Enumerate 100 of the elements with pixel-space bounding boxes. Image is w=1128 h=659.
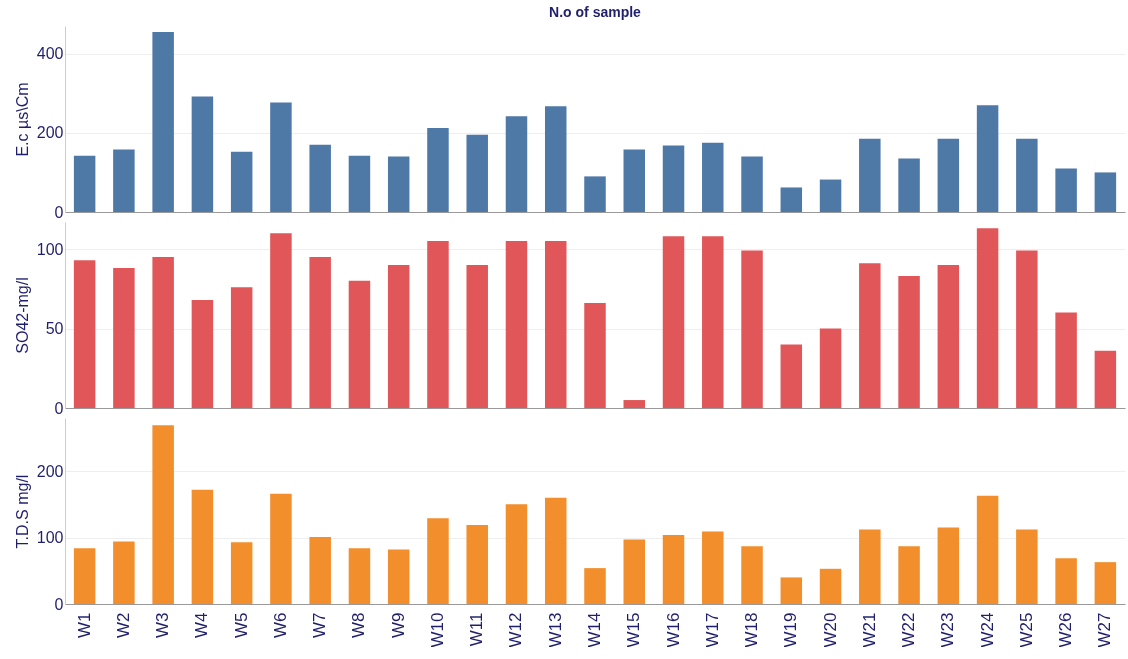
bar <box>937 264 960 408</box>
x-tick-label: W6 <box>270 612 290 638</box>
chart-title: N.o of sample <box>549 4 642 20</box>
bar <box>387 549 410 604</box>
x-tick-label: W7 <box>310 612 330 638</box>
x-tick-label: W15 <box>624 612 644 648</box>
bar <box>309 536 331 604</box>
bar <box>1016 250 1038 408</box>
bar <box>309 144 331 212</box>
bar <box>976 228 999 408</box>
x-tick-label: W11 <box>467 612 487 647</box>
bar <box>73 155 96 212</box>
bar <box>976 495 999 604</box>
bar <box>1016 138 1038 212</box>
bar <box>1094 562 1117 604</box>
x-tick-label: W16 <box>663 612 683 648</box>
bar <box>623 400 646 408</box>
bar <box>348 155 371 212</box>
bar <box>898 158 920 212</box>
bar <box>780 344 803 408</box>
bar <box>662 534 685 604</box>
x-tick-label: W9 <box>388 612 408 638</box>
bar <box>859 263 881 408</box>
bar <box>976 105 999 212</box>
bar <box>741 250 763 408</box>
bar <box>348 280 371 408</box>
bar <box>270 233 292 408</box>
bar <box>348 548 371 604</box>
bar <box>859 138 881 212</box>
x-tick-label: W22 <box>899 612 919 648</box>
x-tick-label: W24 <box>977 612 997 648</box>
bar <box>152 31 174 212</box>
x-tick-label: W4 <box>192 612 212 638</box>
bar <box>584 568 606 604</box>
bar <box>780 187 803 212</box>
bar <box>584 176 606 212</box>
bar <box>387 264 410 408</box>
y-tick-label: 200 <box>36 124 64 142</box>
bar <box>270 102 292 212</box>
bar <box>819 568 842 604</box>
y-tick-label: 0 <box>54 399 64 417</box>
x-tick-label: W5 <box>231 612 251 638</box>
x-tick-label: W19 <box>781 612 801 648</box>
x-tick-label: W18 <box>742 612 762 648</box>
bar <box>73 260 96 408</box>
x-tick-label: W10 <box>427 612 447 648</box>
x-tick-label: W1 <box>74 612 94 638</box>
x-tick-label: W12 <box>506 612 526 648</box>
bar <box>427 128 449 212</box>
x-tick-label: W27 <box>1095 612 1115 648</box>
bar <box>623 149 646 212</box>
x-tick-label: W25 <box>1016 612 1036 648</box>
bar <box>662 236 685 408</box>
bar <box>937 138 960 212</box>
bar <box>741 156 763 212</box>
bar <box>191 96 214 212</box>
y-axis-title: T.D.S mg/l <box>13 474 31 549</box>
bar <box>152 425 174 604</box>
bar <box>1055 558 1077 604</box>
bar <box>702 142 724 212</box>
bar <box>230 542 253 604</box>
x-tick-label: W2 <box>113 612 133 638</box>
bar <box>1055 168 1077 212</box>
bar <box>270 493 292 604</box>
bar <box>1094 350 1117 408</box>
bar <box>113 541 135 604</box>
y-tick-label: 0 <box>54 595 64 613</box>
x-tick-label: W17 <box>702 612 722 648</box>
bar <box>544 241 567 408</box>
x-tick-label: W21 <box>859 612 879 648</box>
y-tick-label: 100 <box>36 240 64 258</box>
y-tick-label: 200 <box>36 462 64 480</box>
bar <box>466 264 488 408</box>
bar <box>191 489 214 604</box>
bar <box>113 268 135 408</box>
y-tick-label: 0 <box>54 203 64 221</box>
bar <box>113 149 135 212</box>
bar <box>702 531 724 604</box>
bar <box>819 328 842 408</box>
x-tick-label: W23 <box>938 612 958 648</box>
x-tick-label: W26 <box>1056 612 1076 648</box>
bar <box>859 529 881 604</box>
bar <box>505 116 528 212</box>
bar <box>898 546 920 604</box>
x-tick-label: W8 <box>349 612 369 638</box>
bar <box>1094 172 1117 212</box>
bar <box>898 276 920 408</box>
bar <box>505 241 528 408</box>
bar <box>623 539 646 604</box>
bar <box>584 303 606 408</box>
bar <box>505 504 528 604</box>
bar <box>73 548 96 604</box>
bar <box>741 546 763 604</box>
x-tick-label: W3 <box>153 612 173 638</box>
y-tick-label: 100 <box>36 529 64 547</box>
bar <box>230 287 253 408</box>
bar <box>309 256 331 408</box>
bar <box>819 179 842 212</box>
y-axis-title: E.c µs\Cm <box>13 82 31 157</box>
x-tick-label: W13 <box>545 612 565 648</box>
